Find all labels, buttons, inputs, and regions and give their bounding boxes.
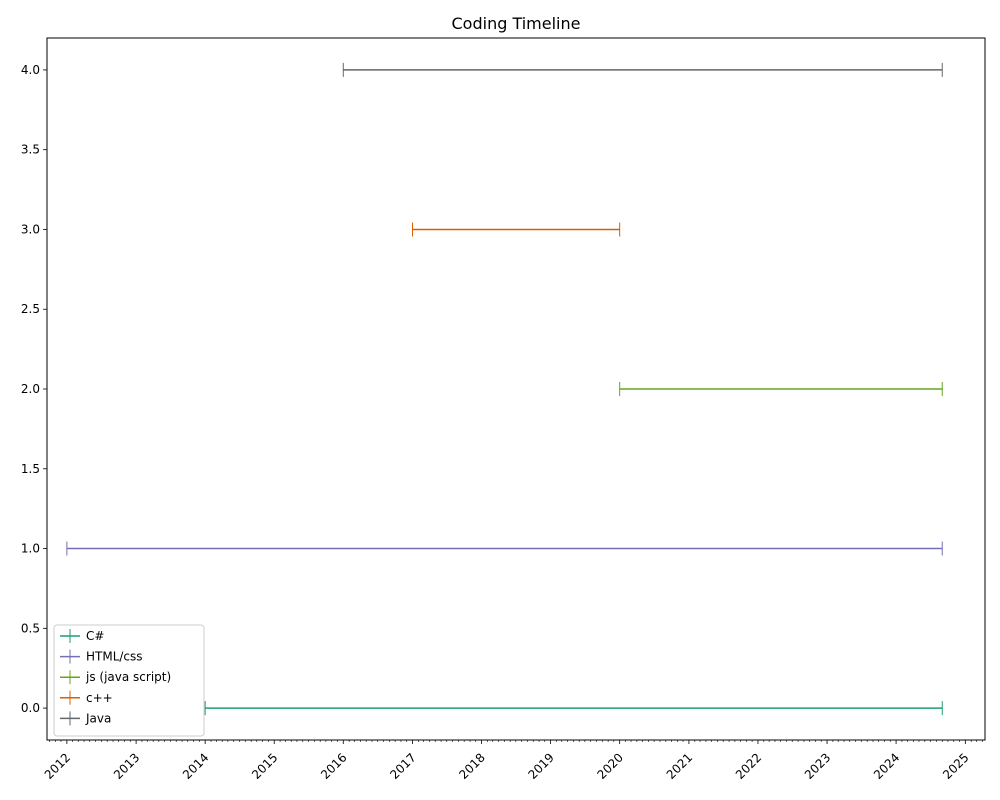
- legend-label: js (java script): [85, 670, 171, 684]
- y-tick-label: 2.0: [21, 382, 40, 396]
- y-tick-label: 3.5: [21, 143, 40, 157]
- legend-label: C#: [86, 629, 104, 643]
- y-tick-label: 2.5: [21, 302, 40, 316]
- x-tick-label: 2024: [871, 750, 902, 781]
- y-tick-label: 1.0: [21, 542, 40, 556]
- x-tick-label: 2012: [42, 750, 73, 781]
- x-tick-label: 2019: [525, 750, 556, 781]
- x-tick-label: 2013: [111, 750, 142, 781]
- y-tick-label: 1.5: [21, 462, 40, 476]
- y-tick-label: 0.5: [21, 621, 40, 635]
- y-tick-label: 3.0: [21, 222, 40, 236]
- legend-label: HTML/css: [86, 650, 143, 664]
- x-tick-label: 2023: [802, 750, 833, 781]
- x-tick-label: 2025: [940, 750, 971, 781]
- y-tick-label: 0.0: [21, 701, 40, 715]
- legend-label: c++: [86, 691, 113, 705]
- x-tick-label: 2015: [249, 750, 280, 781]
- x-tick-label: 2021: [664, 750, 695, 781]
- legend-label: Java: [85, 711, 111, 725]
- chart-title: Coding Timeline: [452, 14, 581, 33]
- x-tick-label: 2017: [387, 750, 418, 781]
- plot-area: 2012 2013 2014 2015 2016 2017 2018 2019 2020 2021…: [21, 37, 986, 782]
- y-tick-label: 4.0: [21, 63, 40, 77]
- x-tick-label: 2016: [318, 750, 349, 781]
- x-tick-label: 2018: [456, 750, 487, 781]
- x-tick-label: 2020: [595, 750, 626, 781]
- legend-box: [53, 624, 205, 737]
- x-tick-label: 2022: [733, 750, 764, 781]
- x-tick-label: 2014: [180, 750, 211, 781]
